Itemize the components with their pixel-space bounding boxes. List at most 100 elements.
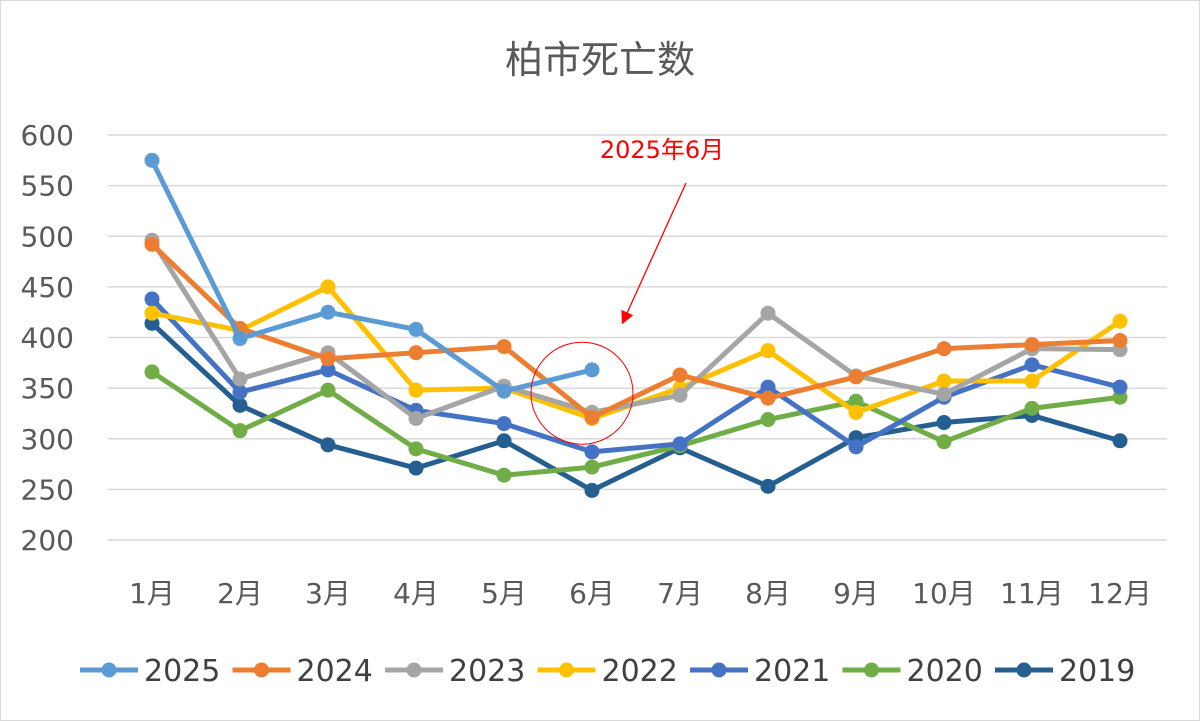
y-tick-label: 200	[21, 524, 74, 557]
data-point-2019	[936, 415, 952, 431]
data-point-2019	[408, 460, 424, 476]
data-point-2024	[1112, 333, 1128, 349]
series-line-2019	[149, 320, 1123, 493]
data-point-2021	[232, 384, 248, 400]
data-point-2021	[496, 416, 512, 432]
legend-label: 2019	[1059, 654, 1135, 689]
data-point-2019	[320, 437, 336, 453]
legend-item-2020: 2020	[842, 654, 983, 689]
data-point-2025	[408, 321, 424, 337]
legend-item-2019: 2019	[995, 654, 1135, 689]
data-point-2024	[320, 351, 336, 367]
legend-marker	[406, 662, 422, 678]
data-point-2021	[672, 436, 688, 452]
series-2024	[144, 236, 1128, 425]
series-line-2023	[149, 237, 1123, 421]
data-point-2020	[408, 441, 424, 457]
series-2021	[144, 291, 1128, 460]
series-line-2021	[149, 296, 1123, 455]
legend-item-2023: 2023	[385, 654, 525, 689]
data-point-2024	[496, 339, 512, 355]
data-point-2021	[1024, 357, 1040, 373]
legend: 2025 2024 2023 2022 2021 2020 2019	[80, 654, 1135, 689]
data-point-2020	[936, 434, 952, 450]
data-point-2020	[760, 412, 776, 428]
data-point-2023	[936, 386, 952, 402]
data-point-2024	[848, 369, 864, 385]
annotation-circle	[530, 341, 634, 445]
x-tick-label: 12月	[1088, 577, 1152, 610]
data-point-2022	[320, 279, 336, 295]
x-tick-label: 4月	[393, 577, 439, 610]
x-tick-label: 7月	[657, 577, 703, 610]
data-point-2020	[144, 364, 160, 380]
x-tick-label: 1月	[129, 577, 175, 610]
annotation-group: 2025年6月	[530, 136, 724, 445]
data-point-2025	[496, 383, 512, 399]
data-point-2020	[1024, 400, 1040, 416]
y-tick-label: 400	[21, 322, 74, 355]
x-axis-tick-labels: 1月 2月 3月 4月 5月 6月 7月 8月 9月 10月 11月 12月	[129, 577, 1152, 610]
data-point-2021	[1112, 379, 1128, 395]
data-point-2025	[144, 152, 160, 168]
annotation-arrow	[621, 182, 687, 325]
data-point-2024	[144, 236, 160, 252]
x-tick-label: 8月	[745, 577, 791, 610]
legend-marker	[1016, 662, 1032, 678]
data-point-2022	[1112, 313, 1128, 329]
data-point-2021	[760, 379, 776, 395]
legend-marker	[711, 662, 727, 678]
legend-label: 2024	[297, 654, 373, 689]
data-point-2020	[848, 393, 864, 409]
data-point-2022	[936, 373, 952, 389]
legend-item-2021: 2021	[690, 654, 830, 689]
x-tick-label: 10月	[912, 577, 976, 610]
data-point-2024	[408, 345, 424, 361]
annotation-label: 2025年6月	[600, 136, 724, 164]
data-point-2025	[320, 304, 336, 320]
series-line-2024	[149, 241, 1123, 420]
y-tick-label: 350	[21, 372, 74, 405]
data-point-2019	[760, 478, 776, 494]
series-line-2025	[149, 157, 595, 394]
data-point-2023	[760, 305, 776, 321]
x-tick-label: 11月	[1000, 577, 1064, 610]
y-tick-label: 250	[21, 473, 74, 506]
y-tick-label: 450	[21, 271, 74, 304]
legend-item-2022: 2022	[537, 654, 678, 689]
series-line-2020	[149, 369, 1123, 478]
legend-label: 2021	[754, 654, 830, 689]
data-point-2020	[496, 467, 512, 483]
data-point-2025	[232, 331, 248, 347]
legend-marker	[864, 662, 879, 678]
x-tick-label: 2月	[217, 577, 263, 610]
data-point-2024	[936, 341, 952, 357]
data-point-2024	[760, 390, 776, 406]
data-point-2020	[320, 382, 336, 398]
y-tick-label: 600	[21, 119, 74, 152]
legend-label: 2023	[449, 654, 525, 689]
data-point-2022	[408, 382, 424, 398]
legend-marker	[254, 662, 269, 678]
data-point-2021	[144, 291, 160, 307]
data-point-2024	[584, 409, 600, 425]
chart-title: 柏市死亡数	[505, 38, 695, 82]
x-tick-label: 6月	[569, 577, 615, 610]
data-point-2022	[848, 404, 864, 420]
y-tick-label: 550	[21, 170, 74, 203]
data-point-2021	[848, 439, 864, 455]
data-point-2019	[1112, 433, 1128, 449]
data-point-2022	[144, 305, 160, 321]
gridlines	[108, 134, 1167, 541]
legend-item-2024: 2024	[232, 654, 373, 689]
data-point-2020	[584, 459, 600, 475]
data-point-2019	[232, 397, 248, 413]
legend-marker	[559, 662, 574, 678]
data-point-2022	[1024, 373, 1040, 389]
x-tick-label: 3月	[305, 577, 351, 610]
legend-label: 2022	[602, 654, 678, 689]
data-point-2024	[672, 367, 688, 383]
data-point-2023	[232, 371, 248, 387]
